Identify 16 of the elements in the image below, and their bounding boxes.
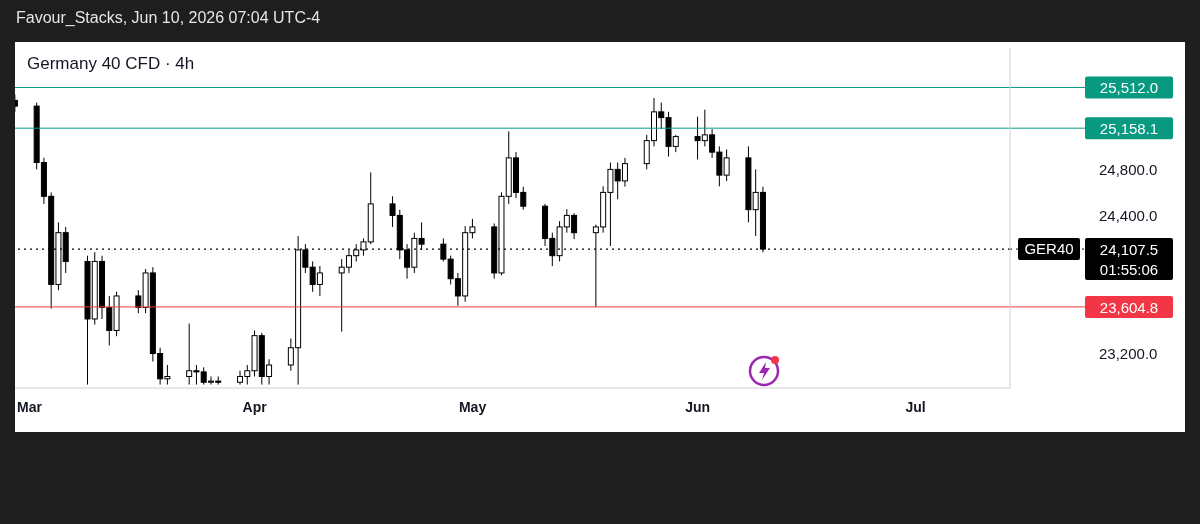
x-tick-label: Apr <box>242 398 268 415</box>
y-tick-label: 24,400.0 <box>1099 206 1158 224</box>
text: Favour_Stacks, Jun 10, 2026 07:04 UTC-4 <box>16 9 321 27</box>
ref-line-label: 25,512.0 <box>1099 79 1159 97</box>
text: 01:55:06 <box>1099 261 1159 279</box>
text: GER40 <box>1024 240 1074 258</box>
ref-line-label: 24,107.5 <box>1099 241 1159 259</box>
y-tick-label: 24,800.0 <box>1099 160 1158 178</box>
chart-title: Germany 40 CFD · 4h <box>27 54 195 74</box>
x-tick-label: Mar <box>17 398 43 415</box>
x-tick-label: Jun <box>685 398 711 415</box>
ref-line-label: 23,604.8 <box>1099 298 1159 316</box>
ref-line-label: 25,158.1 <box>1099 120 1159 138</box>
x-tick-label: May <box>458 398 487 415</box>
y-tick-label: 23,200.0 <box>1099 344 1158 362</box>
x-tick-label: Jul <box>905 398 926 415</box>
